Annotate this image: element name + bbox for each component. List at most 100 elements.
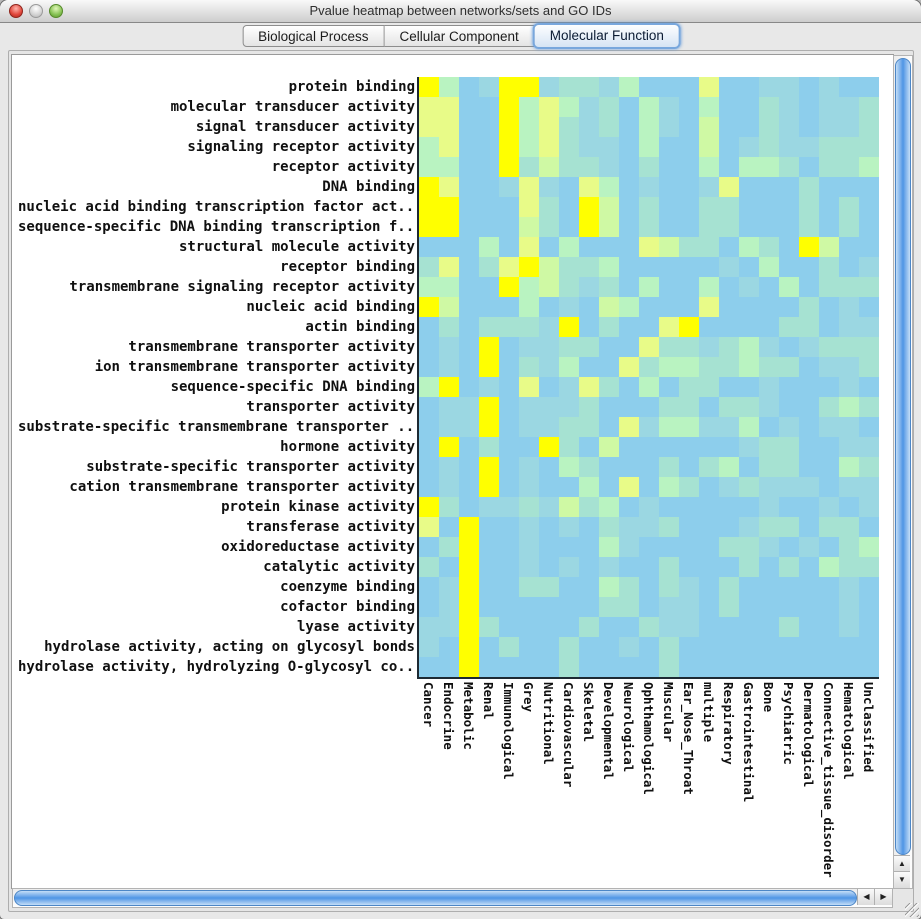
zoom-icon[interactable] (49, 4, 63, 18)
heatmap-cell (859, 377, 879, 397)
heatmap-cell (459, 417, 479, 437)
heatmap-cell (439, 277, 459, 297)
heatmap-cell (579, 297, 599, 317)
heatmap-cell (499, 337, 519, 357)
heatmap-cell (699, 457, 719, 477)
heatmap-cell (519, 277, 539, 297)
column-label: Developmental (601, 682, 616, 780)
heatmap-cell (599, 137, 619, 157)
heatmap-cell (859, 477, 879, 497)
heatmap-cell (859, 97, 879, 117)
heatmap-cell (799, 357, 819, 377)
title-bar[interactable]: Pvalue heatmap between networks/sets and… (0, 0, 921, 23)
heatmap-cell (439, 197, 459, 217)
row-label: transmembrane transporter activity (128, 339, 415, 355)
heatmap-cell (799, 117, 819, 137)
heatmap-cell (779, 157, 799, 177)
scroll-down-icon[interactable]: ▼ (894, 871, 910, 888)
horizontal-scrollbar-thumb[interactable] (14, 890, 857, 906)
heatmap-cell (839, 337, 859, 357)
heatmap-cell (699, 557, 719, 577)
heatmap-cell (639, 137, 659, 157)
heatmap-cell (419, 157, 439, 177)
heatmap-cell (539, 137, 559, 157)
heatmap-cell (839, 517, 859, 537)
heatmap-cell (579, 437, 599, 457)
heatmap-cell (799, 237, 819, 257)
heatmap-cell (499, 577, 519, 597)
heatmap-cell (799, 277, 819, 297)
heatmap-cell (739, 117, 759, 137)
heatmap-cell (759, 597, 779, 617)
heatmap-cell (639, 237, 659, 257)
heatmap-cell (739, 457, 759, 477)
scroll-right-icon[interactable]: ▶ (874, 889, 892, 905)
heatmap-cell (859, 557, 879, 577)
heatmap-cell (659, 337, 679, 357)
heatmap-cell (659, 357, 679, 377)
heatmap-cell (799, 177, 819, 197)
row-label: signaling receptor activity (187, 139, 415, 155)
heatmap-cell (719, 117, 739, 137)
heatmap-cell (679, 117, 699, 137)
heatmap-cell (659, 77, 679, 97)
tab-cellular-component[interactable]: Cellular Component (384, 25, 535, 47)
heatmap-cell (639, 597, 659, 617)
scroll-left-icon[interactable]: ◀ (857, 889, 875, 905)
heatmap-cell (839, 357, 859, 377)
column-label: Unclassified (861, 682, 876, 773)
heatmap-cell (559, 637, 579, 657)
scroll-up-icon[interactable]: ▲ (894, 855, 910, 872)
heatmap-cell (819, 397, 839, 417)
heatmap-cell (579, 117, 599, 137)
heatmap-cell (839, 177, 859, 197)
tab-biological-process[interactable]: Biological Process (242, 25, 385, 47)
heatmap-cell (759, 257, 779, 277)
heatmap-cell (779, 557, 799, 577)
heatmap-cell (579, 317, 599, 337)
heatmap-cell (779, 637, 799, 657)
heatmap-cell (499, 637, 519, 657)
heatmap-cell (639, 657, 659, 677)
heatmap-cell (579, 517, 599, 537)
tab-molecular-function[interactable]: Molecular Function (532, 23, 681, 49)
heatmap-cell (479, 277, 499, 297)
heatmap-cell (739, 217, 759, 237)
heatmap-cell (679, 437, 699, 457)
heatmap-cell (759, 477, 779, 497)
heatmap-cell (839, 537, 859, 557)
heatmap-cell (519, 97, 539, 117)
heatmap-cell (659, 557, 679, 577)
row-label: sequence-specific DNA binding (170, 379, 415, 395)
heatmap-cell (739, 397, 759, 417)
heatmap-cell (539, 197, 559, 217)
heatmap-cell (859, 217, 879, 237)
heatmap-cell (499, 157, 519, 177)
heatmap-cell (779, 497, 799, 517)
heatmap-cell (579, 237, 599, 257)
close-icon[interactable] (9, 4, 23, 18)
heatmap-cell (499, 317, 519, 337)
vertical-scrollbar[interactable]: ▲ ▼ (893, 55, 913, 889)
heatmap-cell (419, 277, 439, 297)
row-label: nucleic acid binding transcription facto… (18, 199, 423, 215)
heatmap-cell (719, 317, 739, 337)
heatmap-cell (839, 317, 859, 337)
heatmap-cell (419, 637, 439, 657)
heatmap-cell (659, 637, 679, 657)
row-label: substrate-specific transmembrane transpo… (18, 419, 423, 435)
row-label: substrate-specific transporter activity (86, 459, 415, 475)
horizontal-scrollbar[interactable]: ◀ ▶ (12, 888, 893, 908)
heatmap-cell (439, 617, 459, 637)
heatmap-cell (679, 517, 699, 537)
heatmap-cell (459, 257, 479, 277)
vertical-scrollbar-thumb[interactable] (895, 58, 911, 855)
heatmap-cell (439, 517, 459, 537)
heatmap-cell (559, 117, 579, 137)
resize-grip-icon[interactable] (905, 903, 919, 917)
row-label: transporter activity (246, 399, 415, 415)
heatmap-cell (719, 597, 739, 617)
heatmap-cell (619, 157, 639, 177)
heatmap-cell (759, 457, 779, 477)
